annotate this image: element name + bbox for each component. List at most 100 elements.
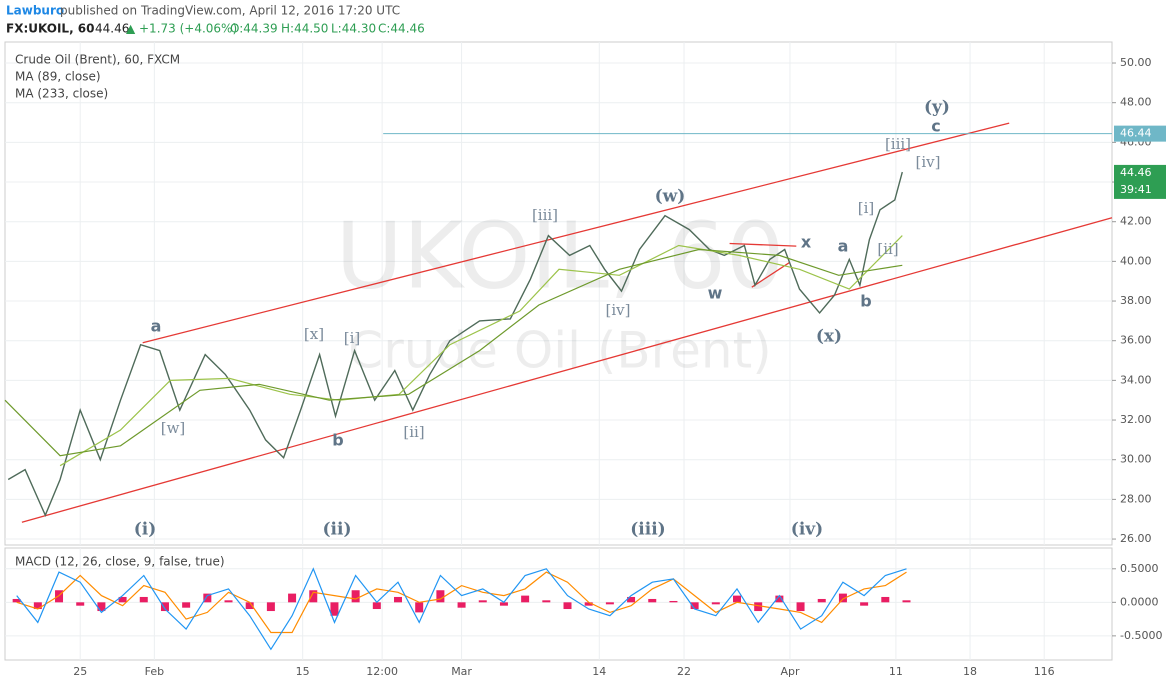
histogram-bar xyxy=(881,596,890,603)
wave-label: [ii] xyxy=(877,240,898,258)
histogram-bar xyxy=(76,602,85,606)
wave-label: [iii] xyxy=(885,135,911,153)
low: L:44.30 xyxy=(331,22,376,36)
watermark: Crude Oil (Brent) xyxy=(348,322,771,380)
histogram-bar xyxy=(309,590,318,603)
histogram-bar xyxy=(521,595,530,603)
last-price-label: 44.46 xyxy=(1120,166,1152,179)
histogram-bar xyxy=(711,602,720,605)
wave-label: [iv] xyxy=(916,153,941,171)
histogram-bar xyxy=(415,602,424,613)
histogram-bar xyxy=(542,600,551,603)
histogram-bar xyxy=(12,598,21,603)
wave-label: a xyxy=(151,317,162,336)
wave-label: (x) xyxy=(816,327,842,347)
wave-label: c xyxy=(931,117,940,136)
histogram-bar xyxy=(372,602,381,610)
y-tick-label: 42.00 xyxy=(1120,215,1152,228)
publisher[interactable]: Lawburo xyxy=(6,4,64,18)
plot-layer: 25 Feb 15 12:00 Mar 14 22 Apr 11 18 116 26.00 28.00 3… xyxy=(4,42,1166,678)
x-tick-label: 15 xyxy=(296,665,310,678)
trendline xyxy=(729,242,797,247)
last: 44.46 xyxy=(95,22,129,36)
symbol: FX:UKOIL, 60 xyxy=(6,22,95,36)
wave-label: (w) xyxy=(655,187,686,207)
y-tick-label: 0.0000 xyxy=(1120,595,1159,608)
wave-label: [w] xyxy=(161,419,186,437)
y-tick-label: 38.00 xyxy=(1120,294,1152,307)
wave-label: [ii] xyxy=(403,423,424,441)
histogram-bar xyxy=(118,596,127,603)
x-tick-label: 22 xyxy=(677,665,691,678)
histogram-bar xyxy=(499,602,508,606)
wave-label: (iv) xyxy=(791,520,823,540)
histogram-bar xyxy=(478,600,487,603)
wave-label: [i] xyxy=(858,199,875,217)
histogram-bar xyxy=(563,602,572,610)
macd-title: MACD (12, 26, close, 9, false, true) xyxy=(15,555,225,569)
histogram-bar xyxy=(182,602,191,608)
x-tick-label: 25 xyxy=(73,665,87,678)
x-tick-label: Mar xyxy=(451,665,472,678)
wave-label: (iii) xyxy=(630,520,665,540)
macd-line xyxy=(16,567,907,651)
legend-entry: Crude Oil (Brent), 60, FXCM xyxy=(15,53,180,67)
legend-entry: MA (89, close) xyxy=(15,70,101,84)
histogram-bar xyxy=(224,600,233,603)
histogram-bar xyxy=(732,595,741,603)
histogram-bar xyxy=(288,593,297,603)
macd-pane xyxy=(4,547,1113,661)
x-tick-label: 116 xyxy=(1034,665,1055,678)
wave-label: [iii] xyxy=(532,206,558,224)
legend-entry: MA (233, close) xyxy=(15,87,108,101)
y-tick-label: 30.00 xyxy=(1120,453,1152,466)
wave-label: a xyxy=(838,237,849,256)
x-tick-label: 18 xyxy=(963,665,977,678)
level-box xyxy=(1114,125,1166,142)
histogram-bar xyxy=(203,593,212,603)
histogram-bar xyxy=(690,602,699,610)
y-tick-label: 36.00 xyxy=(1120,334,1152,347)
histogram-bar xyxy=(457,602,466,608)
arrow: ▲ xyxy=(126,22,136,36)
y-tick-label: 32.00 xyxy=(1120,413,1152,426)
published: published on TradingView.com, April 12, … xyxy=(60,4,400,18)
signal-line xyxy=(16,571,907,634)
histogram-bar xyxy=(33,602,42,610)
y-tick-label: -0.5000 xyxy=(1120,629,1162,642)
histogram-bar xyxy=(160,602,169,612)
high: H:44.50 xyxy=(281,22,328,36)
y-tick-label: 48.00 xyxy=(1120,96,1152,109)
wave-label: [iv] xyxy=(606,301,631,319)
y-tick-label: 28.00 xyxy=(1120,492,1152,505)
y-tick-label: 34.00 xyxy=(1120,373,1152,386)
wave-label: b xyxy=(332,431,343,450)
x-tick-label: Feb xyxy=(145,665,164,678)
histogram-bar xyxy=(139,596,148,603)
wave-label: w xyxy=(708,284,723,303)
wave-label: (i) xyxy=(134,520,157,540)
y-tick-label: 26.00 xyxy=(1120,532,1152,545)
wave-label: (ii) xyxy=(322,520,351,540)
histogram-bar xyxy=(838,593,847,603)
price-line xyxy=(7,171,903,517)
x-tick-label: 14 xyxy=(592,665,606,678)
wave-label: [i] xyxy=(344,329,361,347)
watermark: UKOIL, 60 xyxy=(336,202,785,309)
histogram-bar xyxy=(648,598,657,603)
wave-label: b xyxy=(860,292,871,311)
histogram-bar xyxy=(245,602,254,610)
y-tick-label: 0.5000 xyxy=(1120,562,1159,575)
histogram-bar xyxy=(669,600,678,603)
open: O:44.39 xyxy=(230,22,278,36)
trendline xyxy=(751,261,791,288)
histogram-bar xyxy=(627,596,636,603)
histogram-bar xyxy=(902,600,911,603)
histogram-bar xyxy=(754,602,763,612)
wave-label: [x] xyxy=(304,325,324,343)
histogram-bar xyxy=(394,596,403,603)
wave-label: x xyxy=(801,233,812,252)
